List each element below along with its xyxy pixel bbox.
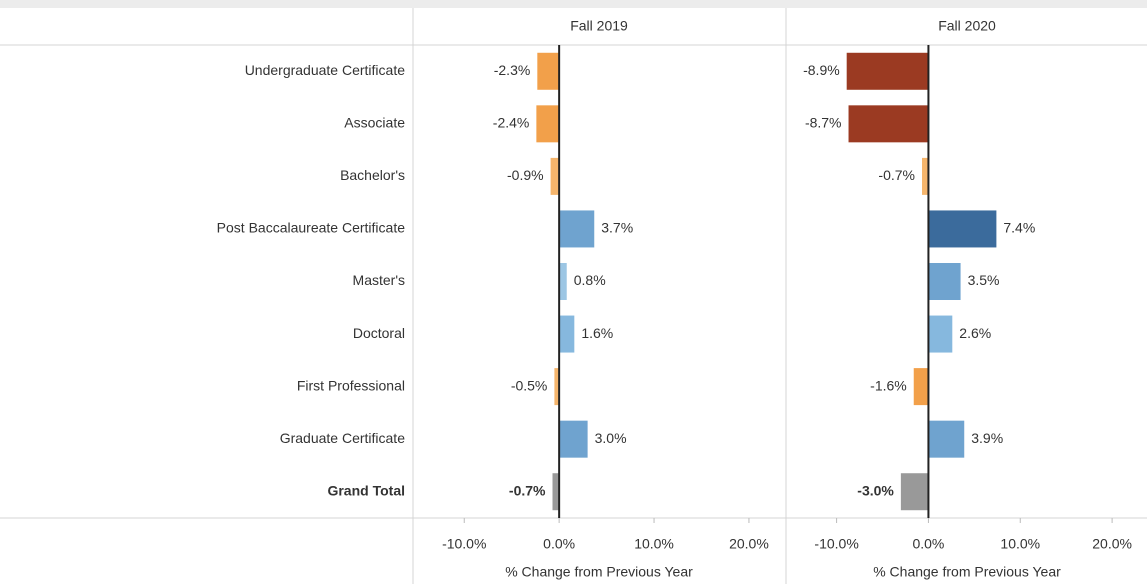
x-tick-label: 0.0% [912,536,944,552]
bar [559,263,567,300]
data-label: -8.9% [803,62,840,78]
category-label: Undergraduate Certificate [245,62,406,78]
bar [559,210,595,248]
bar [559,315,575,353]
x-axis-title: % Change from Previous Year [505,564,693,580]
category-label: Bachelor's [340,167,405,183]
x-tick-label: 20.0% [1092,536,1132,552]
bar [913,368,929,406]
data-label: 3.7% [601,220,633,236]
category-label: Post Baccalaureate Certificate [217,220,406,236]
data-label: -0.7% [509,482,546,498]
x-tick-label: 0.0% [543,536,575,552]
x-tick-label: 10.0% [1000,536,1040,552]
x-tick-label: -10.0% [442,536,486,552]
data-label: -1.6% [870,377,907,393]
category-label: Master's [353,272,405,288]
data-label: 3.0% [595,430,627,446]
x-axis-title: % Change from Previous Year [873,564,1061,580]
bar [900,473,929,511]
category-label: Associate [344,115,405,131]
bar [846,52,929,90]
data-label: 0.8% [574,272,606,288]
data-label: -2.4% [493,115,530,131]
x-tick-label: -10.0% [814,536,858,552]
bar [928,210,997,248]
data-label: -3.0% [857,482,894,498]
bar [550,157,560,195]
data-label: 3.5% [968,272,1000,288]
x-tick-label: 10.0% [634,536,674,552]
x-tick-label: 20.0% [729,536,769,552]
category-label: Grand Total [327,482,405,498]
data-label: 2.6% [959,325,991,341]
bar [559,420,588,458]
bar [928,263,961,300]
data-label: 7.4% [1003,220,1035,236]
bar [554,368,560,406]
bar [922,157,929,195]
bar [537,52,560,90]
data-label: 3.9% [971,430,1003,446]
data-label: -2.3% [494,62,531,78]
top-strip [0,0,1147,8]
bar [928,420,965,458]
panel-header: Fall 2019 [570,18,628,34]
panel-header: Fall 2020 [938,18,996,34]
data-label: -0.9% [507,167,544,183]
bar [536,105,560,143]
category-label: First Professional [297,377,405,393]
data-label: -0.5% [511,377,548,393]
bar [928,315,953,353]
data-label: -8.7% [805,115,842,131]
category-label: Graduate Certificate [280,430,405,446]
bar [848,105,929,143]
data-label: 1.6% [581,325,613,341]
category-label: Doctoral [353,325,405,341]
data-label: -0.7% [878,167,915,183]
bar [552,473,560,511]
